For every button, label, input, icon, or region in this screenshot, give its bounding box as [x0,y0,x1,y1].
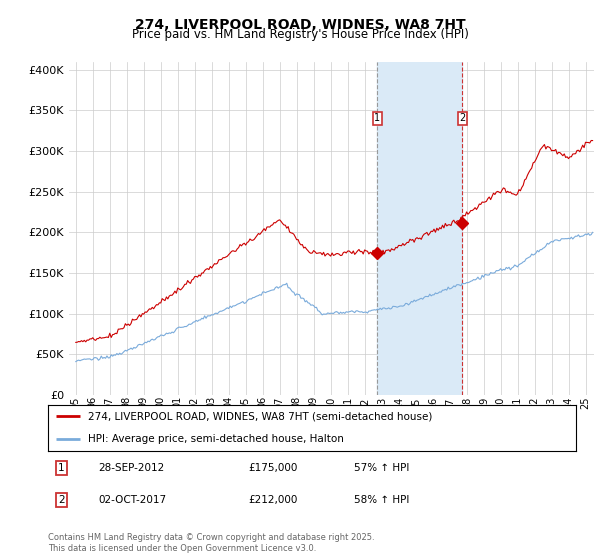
Text: 274, LIVERPOOL ROAD, WIDNES, WA8 7HT (semi-detached house): 274, LIVERPOOL ROAD, WIDNES, WA8 7HT (se… [88,412,432,421]
Text: 1: 1 [374,114,380,124]
Text: HPI: Average price, semi-detached house, Halton: HPI: Average price, semi-detached house,… [88,435,343,444]
Text: 57% ↑ HPI: 57% ↑ HPI [354,463,410,473]
Text: Contains HM Land Registry data © Crown copyright and database right 2025.
This d: Contains HM Land Registry data © Crown c… [48,533,374,553]
Text: 1: 1 [58,463,65,473]
Text: Price paid vs. HM Land Registry's House Price Index (HPI): Price paid vs. HM Land Registry's House … [131,28,469,41]
Text: 28-SEP-2012: 28-SEP-2012 [98,463,164,473]
Bar [377,62,463,395]
Text: 2: 2 [58,495,65,505]
Text: 2: 2 [459,114,466,124]
Text: 02-OCT-2017: 02-OCT-2017 [98,495,166,505]
Text: 274, LIVERPOOL ROAD, WIDNES, WA8 7HT: 274, LIVERPOOL ROAD, WIDNES, WA8 7HT [134,18,466,32]
Text: 58% ↑ HPI: 58% ↑ HPI [354,495,410,505]
Text: £212,000: £212,000 [248,495,298,505]
Text: £175,000: £175,000 [248,463,298,473]
